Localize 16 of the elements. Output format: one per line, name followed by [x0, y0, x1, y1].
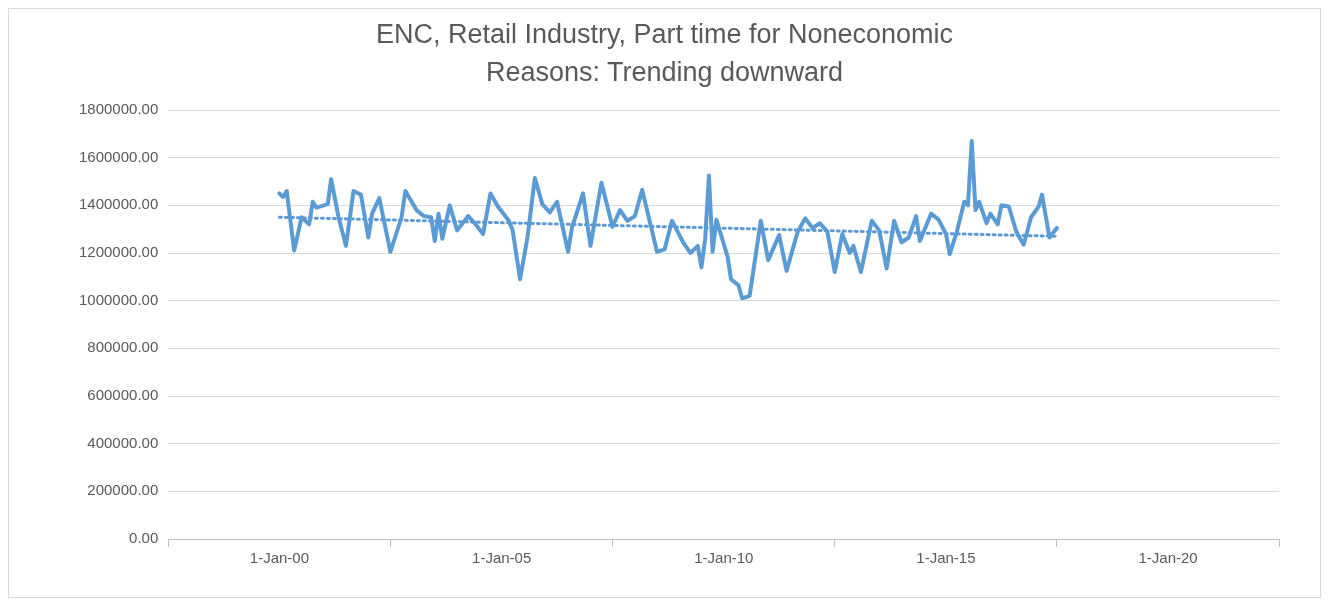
- y-tick-label: 0.00: [129, 529, 159, 547]
- y-tick-label: 600000.00: [87, 386, 159, 404]
- x-tick-label: 1-Jan-10: [694, 549, 754, 567]
- x-tick-label: 1-Jan-20: [1138, 549, 1198, 567]
- y-tick-label: 1000000.00: [79, 290, 159, 308]
- x-tick-label: 1-Jan-15: [916, 549, 976, 567]
- chart-title: ENC, Retail Industry, Part time for Noneconomic Reasons: Trending downward: [374, 18, 955, 89]
- y-tick-label: 1600000.00: [79, 147, 159, 165]
- y-tick-label: 1800000.00: [79, 100, 159, 118]
- y-tick-label: 800000.00: [87, 338, 159, 356]
- y-tick-label: 1200000.00: [79, 243, 159, 261]
- y-tick-label: 200000.00: [87, 481, 159, 499]
- x-tick-label: 1-Jan-00: [249, 549, 310, 567]
- x-tick-label: 1-Jan-05: [472, 549, 532, 567]
- y-tick-label: 1400000.00: [79, 195, 159, 213]
- y-tick-label: 400000.00: [87, 433, 159, 451]
